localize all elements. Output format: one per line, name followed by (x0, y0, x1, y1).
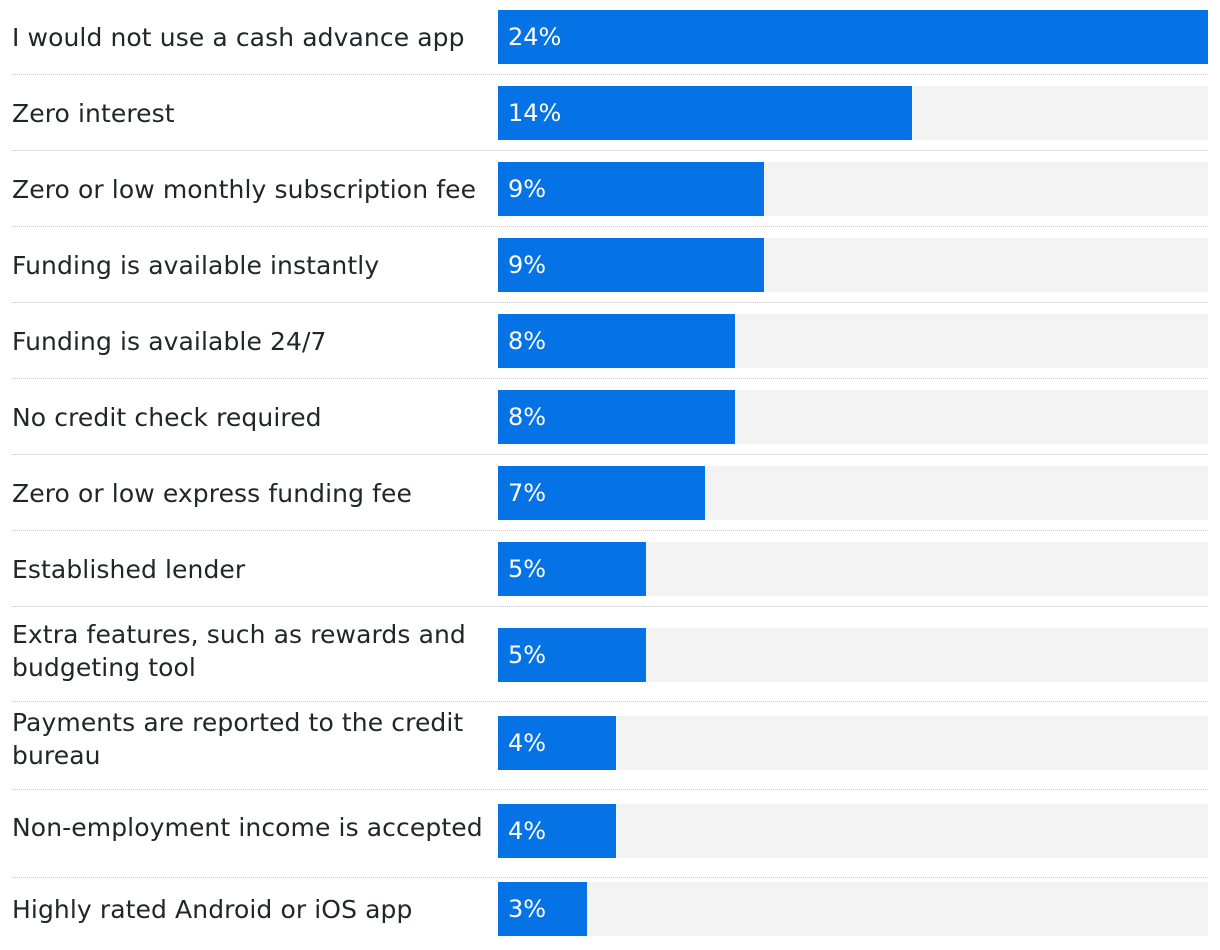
bar (498, 628, 646, 682)
bar (498, 466, 705, 520)
category-label: Extra features, such as rewards and budg… (12, 620, 466, 682)
category-label: Highly rated Android or iOS app (12, 894, 413, 924)
bar-track (498, 804, 1208, 858)
category-label: I would not use a cash advance app (12, 22, 465, 52)
row-divider (12, 378, 1208, 379)
bar-value-label: 9% (508, 251, 547, 279)
bar-value-label: 3% (508, 895, 547, 923)
bar-value-label: 9% (508, 175, 547, 203)
bar-track (498, 882, 1208, 936)
bar (498, 86, 912, 140)
bar-value-label: 7% (508, 479, 547, 507)
row-divider (12, 74, 1208, 75)
row-divider (12, 226, 1208, 227)
bar-value-label: 5% (508, 641, 547, 669)
row-divider (12, 877, 1208, 878)
bar-value-label: 8% (508, 327, 547, 355)
bar-value-label: 4% (508, 817, 547, 845)
category-label: Funding is available instantly (12, 250, 380, 280)
category-label: Funding is available 24/7 (12, 326, 327, 356)
bar (498, 804, 616, 858)
row-divider (12, 530, 1208, 531)
category-label: Non-employment income is accepted (12, 812, 483, 842)
category-label: Zero or low express funding fee (12, 478, 412, 508)
bar (498, 162, 764, 216)
bar-track (498, 716, 1208, 770)
category-label: Zero interest (12, 98, 175, 128)
category-label: Established lender (12, 554, 246, 584)
bar-value-label: 24% (508, 23, 562, 51)
category-label: Payments are reported to the credit bure… (12, 708, 464, 770)
bar (498, 10, 1208, 64)
row-divider (12, 454, 1208, 455)
row-divider (12, 302, 1208, 303)
bar-value-label: 5% (508, 555, 547, 583)
bar (498, 716, 616, 770)
bar (498, 314, 735, 368)
row-divider (12, 606, 1208, 607)
category-label: No credit check required (12, 402, 322, 432)
bar (498, 542, 646, 596)
bar (498, 390, 735, 444)
row-divider (12, 150, 1208, 151)
row-divider (12, 789, 1208, 790)
category-label: Zero or low monthly subscription fee (12, 174, 477, 204)
bar-value-label: 8% (508, 403, 547, 431)
bar (498, 882, 587, 936)
bar (498, 238, 764, 292)
bar-value-label: 4% (508, 729, 547, 757)
row-divider (12, 701, 1208, 702)
bar-value-label: 14% (508, 99, 562, 127)
